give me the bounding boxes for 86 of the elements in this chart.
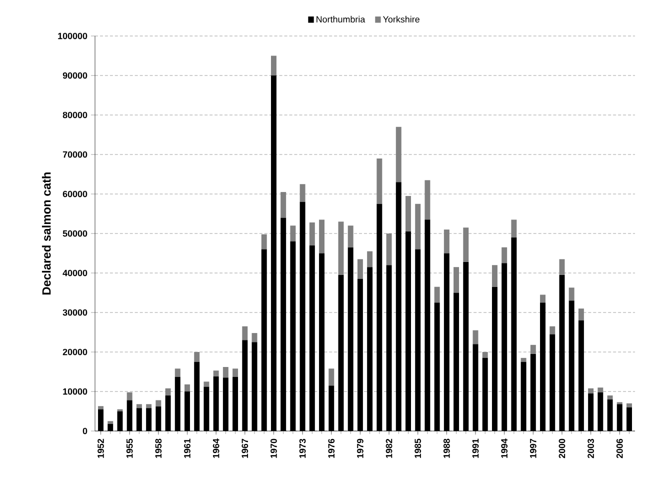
x-tick-label: 1973 [299, 438, 306, 458]
y-tick-label: 40000 [62, 270, 88, 276]
bar [598, 388, 604, 392]
bar [540, 294, 546, 303]
y-tick-label: 0 [82, 428, 88, 434]
x-tick-label: 1988 [444, 438, 450, 458]
y-tick-label: 30000 [62, 309, 88, 316]
bar [588, 388, 594, 394]
bar [108, 421, 114, 424]
x-tick-label: 1976 [328, 438, 335, 458]
bar [626, 403, 632, 408]
x-tick-label: 1970 [270, 438, 277, 458]
x-tick-label: 1994 [501, 438, 508, 458]
bar [270, 56, 276, 76]
bar [165, 388, 171, 396]
bar [126, 392, 132, 400]
x-tick-label: 1952 [98, 438, 104, 458]
bar [530, 344, 536, 354]
bar [396, 126, 402, 182]
bar [511, 220, 517, 238]
y-axis-title: Declared salmon cath [42, 172, 51, 294]
bar [492, 265, 498, 287]
x-tick-label: 1997 [530, 438, 536, 458]
x-tick-label: 1955 [126, 438, 133, 458]
bar [184, 384, 190, 392]
bar [386, 233, 392, 266]
y-tick-label: 90000 [62, 72, 88, 79]
y-tick-label: 20000 [62, 348, 88, 356]
bar [300, 184, 306, 202]
x-tick-label: 1982 [386, 438, 392, 458]
x-tick-label: 1985 [414, 438, 422, 458]
bar [482, 352, 488, 358]
bar [204, 382, 210, 387]
bar [376, 158, 382, 204]
bar [578, 308, 584, 320]
bar [213, 370, 219, 376]
x-tick-label: 1967 [242, 438, 248, 458]
bar [309, 222, 315, 246]
bar [242, 326, 248, 340]
bar [194, 352, 200, 362]
bar [463, 228, 469, 262]
bar [367, 251, 373, 268]
bar [136, 404, 142, 408]
bar [444, 230, 450, 254]
bar [406, 196, 411, 232]
bar [415, 204, 421, 250]
x-tick-label: 1964 [212, 438, 220, 458]
y-tick-label: 70000 [62, 151, 88, 158]
bar [424, 180, 430, 220]
bar [98, 406, 104, 410]
x-tick-label: 1991 [472, 438, 479, 458]
bar [559, 259, 565, 275]
bar [261, 234, 267, 250]
y-tick-label: 10000 [63, 388, 88, 395]
bar [232, 368, 238, 377]
bar [156, 400, 162, 407]
x-tick-label: 2003 [588, 438, 594, 458]
bar [348, 226, 354, 248]
x-tick-label: 1958 [155, 438, 162, 458]
bar [328, 368, 334, 386]
bar [520, 358, 526, 362]
y-tick-label: 50000 [62, 230, 88, 237]
bar [252, 333, 258, 342]
bar [290, 226, 296, 242]
bar [550, 326, 556, 334]
bar [146, 404, 152, 408]
bar [338, 222, 344, 275]
bar [319, 220, 325, 254]
x-tick-label: 1961 [184, 438, 190, 458]
bar [502, 247, 508, 264]
y-tick-label: 80000 [62, 112, 88, 118]
legend-label: Northumbria [316, 16, 366, 23]
bar [568, 288, 574, 301]
bar [280, 192, 286, 218]
bar [434, 286, 440, 303]
bar [222, 367, 228, 378]
legend-label: Yorkshire [382, 16, 420, 23]
bar [357, 259, 363, 279]
y-tick-label: 100000 [58, 32, 88, 40]
x-tick-label: 2000 [558, 438, 566, 458]
bar [454, 267, 460, 293]
bar [607, 395, 613, 400]
x-tick-label: 2006 [616, 438, 623, 458]
bar [174, 368, 180, 377]
y-tick-label: 60000 [62, 190, 88, 198]
x-tick-label: 1979 [357, 438, 364, 458]
